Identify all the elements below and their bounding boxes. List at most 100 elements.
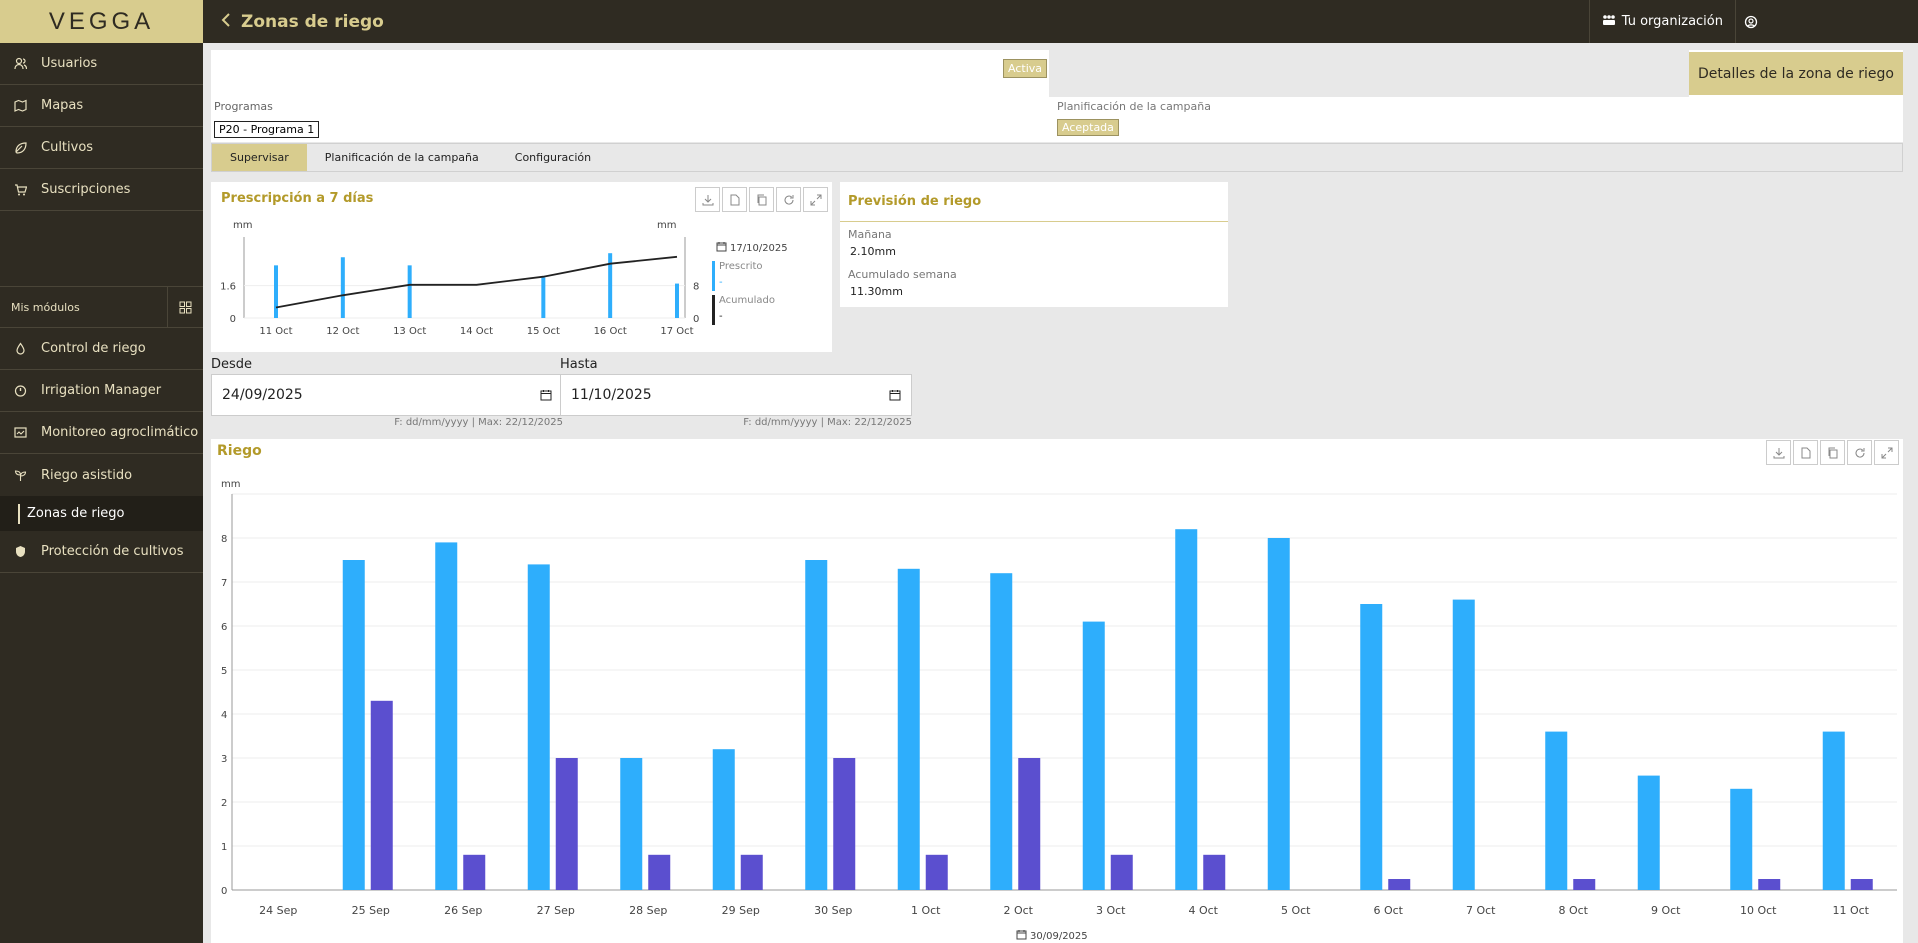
x-tick-label: 14 Oct [460,326,493,337]
x-tick-label: 10 Oct [1740,904,1777,917]
date-to-field[interactable]: 11/10/2025 [560,374,912,416]
planning-status-badge: Aceptada [1057,119,1119,136]
x-tick-label: 28 Sep [629,904,667,917]
prescription-date: 17/10/2025 [716,241,788,255]
prescribed-bar [340,257,345,318]
sidebar-item-label: Suscripciones [41,182,131,197]
x-tick-label: 13 Oct [393,326,426,337]
series-0-bar [1452,599,1475,890]
active-indicator [18,503,20,524]
calendar-icon[interactable] [889,389,901,405]
y-tick-label: 2 [221,798,227,809]
cart-icon [14,183,27,196]
x-tick-label: 5 Oct [1281,904,1311,917]
grid-icon[interactable] [167,286,203,328]
sidebar-item-proteccion[interactable]: Protección de cultivos [0,531,203,573]
page-title-text: Zonas de riego [241,11,384,32]
organization-label: Tu organización [1621,14,1723,29]
shield-icon [14,545,27,558]
y-tick-label: 6 [221,622,227,633]
forecast-tomorrow-value: 2.10mm [850,245,896,258]
back-chevron-icon[interactable] [221,12,231,32]
date-from-group: Desde 24/09/2025 F: dd/mm/yyyy | Max: 22… [211,357,563,428]
sidebar-item-label: Mapas [41,98,84,113]
sidebar-item-irrigation-manager[interactable]: Irrigation Manager [0,370,203,412]
tab-supervisar[interactable]: Supervisar [212,144,307,171]
sidebar-subitem-label: Zonas de riego [27,506,125,521]
refresh-icon[interactable] [1847,440,1872,465]
series-1-bar [648,854,671,890]
prescription-title: Prescripción a 7 días [221,191,374,206]
sidebar-item-usuarios[interactable]: Usuarios [0,43,203,85]
sidebar-item-label: Cultivos [41,140,94,155]
sidebar-item-label: Riego asistido [41,467,133,483]
sidebar-subitem-zonas-riego[interactable]: Zonas de riego [0,496,203,531]
series-1-bar [1850,879,1873,890]
series-0-bar [1637,775,1660,890]
download-icon[interactable] [1766,440,1791,465]
x-tick-label: 26 Sep [444,904,482,917]
organization-button[interactable]: Tu organización [1588,0,1736,43]
sidebar-item-cultivos[interactable]: Cultivos [0,127,203,169]
series-1-bar [1110,854,1133,890]
sidebar-item-mapas[interactable]: Mapas [0,85,203,127]
prescription-card: Prescripción a 7 días mm mm 0 1.6 0 8 11 Oct 12… [211,182,832,352]
x-tick-label: 4 Oct [1188,904,1218,917]
legend-accumulated-swatch [712,295,715,325]
legend-prescribed-label: Prescrito [719,261,763,272]
zone-details-button[interactable]: Detalles de la zona de riego [1689,52,1903,95]
forecast-tomorrow-label: Mañana [848,228,892,241]
series-0-bar [1082,621,1105,890]
main-nav: Usuarios Mapas Cultivos Suscripciones [0,43,203,211]
series-1-bar [1573,879,1596,890]
series-0-bar [435,542,458,890]
organization-icon [1602,14,1616,30]
sidebar: VEGGA Usuarios Mapas Cultivos Suscripcio… [0,0,203,943]
tab-planificacion[interactable]: Planificación de la campaña [324,151,479,164]
sidebar-item-riego-asistido[interactable]: Riego asistido [0,454,203,496]
series-1-bar [463,854,486,890]
export-xls-icon[interactable] [1793,440,1818,465]
vegga-logo[interactable]: VEGGA [0,0,203,43]
date-to-value: 11/10/2025 [571,387,652,403]
date-to-group: Hasta 11/10/2025 F: dd/mm/yyyy | Max: 22… [560,357,912,428]
legend-prescribed-value: - [719,277,723,288]
x-tick-label: 12 Oct [326,326,359,337]
x-tick-label: 25 Sep [352,904,390,917]
monitor-icon [14,426,27,439]
date-from-field[interactable]: 24/09/2025 [211,374,563,416]
y-tick-label: 0 [221,886,227,897]
sidebar-item-label: Usuarios [41,56,98,71]
date-from-label: Desde [211,357,253,372]
forecast-card: Previsión de riego Mañana 2.10mm Acumula… [840,182,1228,307]
x-tick-label: 8 Oct [1558,904,1588,917]
program-chip[interactable]: P20 - Programa 1 [214,121,320,138]
series-0-bar [712,749,735,890]
page-title: Zonas de riego [221,12,384,32]
sidebar-item-suscripciones[interactable]: Suscripciones [0,169,203,211]
planning-label: Planificación de la campaña [1057,100,1211,113]
series-1-bar [740,854,763,890]
copy-icon[interactable] [1820,440,1845,465]
forecast-header: Previsión de riego [840,182,1228,222]
prescribed-bar [608,253,613,318]
download-icon[interactable] [695,187,720,212]
series-1-bar [833,758,856,890]
y-tick-label-left: 0 [230,314,236,325]
series-0-bar [1730,788,1753,890]
copy-icon[interactable] [749,187,774,212]
prescribed-bar [274,265,278,318]
calendar-icon[interactable] [540,389,552,405]
user-icon[interactable] [1744,14,1758,29]
y-axis-label-left: mm [233,220,252,231]
export-xls-icon[interactable] [722,187,747,212]
refresh-icon[interactable] [776,187,801,212]
prescribed-bar [675,283,679,318]
x-tick-label: 29 Sep [722,904,760,917]
tab-configuracion[interactable]: Configuración [514,151,592,164]
prescription-date-text: 17/10/2025 [730,242,788,254]
sidebar-item-control-riego[interactable]: Control de riego [0,328,203,370]
expand-icon[interactable] [803,187,828,212]
expand-icon[interactable] [1874,440,1899,465]
sidebar-item-monitoreo[interactable]: Monitoreo agroclimático [0,412,203,454]
